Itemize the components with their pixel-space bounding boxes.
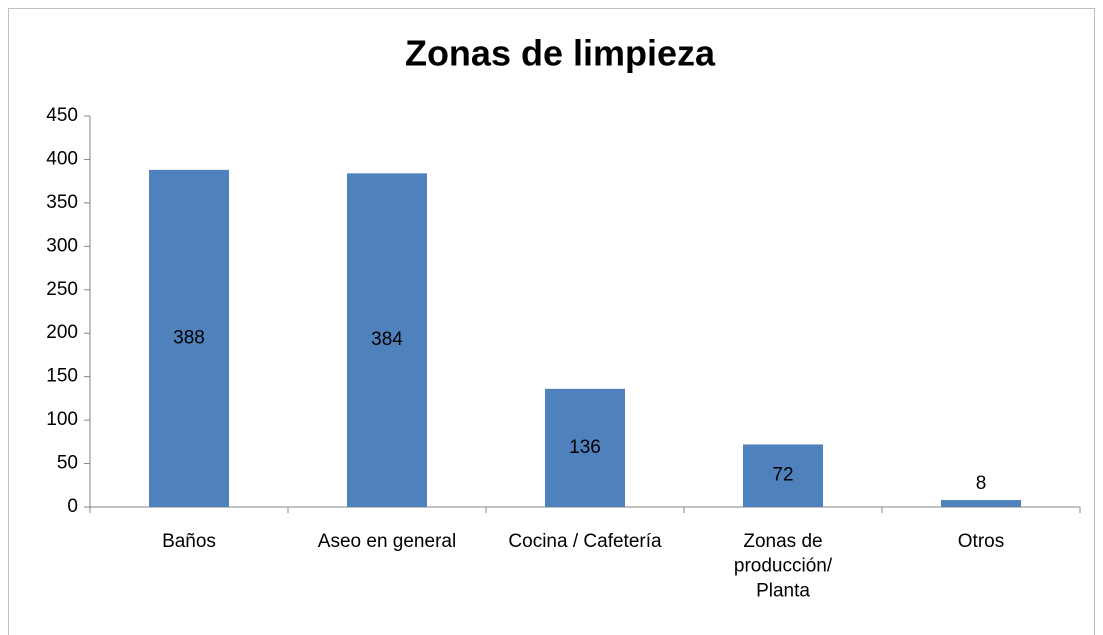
chart-title: Zonas de limpieza — [405, 33, 716, 74]
y-tick-label: 150 — [46, 366, 78, 387]
y-tick-label: 350 — [46, 192, 78, 213]
data-label: 72 — [772, 465, 793, 486]
x-tick-label: Otros — [958, 531, 1004, 552]
data-label: 8 — [976, 473, 987, 494]
y-tick-label: 450 — [46, 105, 78, 126]
y-tick-label: 0 — [67, 496, 78, 517]
x-tick-label: Aseo en general — [318, 531, 456, 552]
x-tick-label: Baños — [162, 531, 216, 552]
x-tick-label: Zonas de producción/Planta — [734, 531, 833, 601]
bar — [347, 173, 427, 507]
data-label: 136 — [569, 437, 601, 458]
bar — [545, 388, 625, 507]
y-tick-label: 400 — [46, 148, 78, 169]
x-tick-label: Cocina / Cafetería — [508, 531, 662, 552]
bar — [941, 500, 1021, 507]
y-tick-label: 200 — [46, 322, 78, 343]
bar — [743, 444, 823, 507]
data-label: 384 — [371, 329, 403, 350]
bar — [149, 169, 229, 508]
data-label: 388 — [173, 327, 205, 348]
y-tick-label: 50 — [57, 453, 78, 474]
y-tick-label: 100 — [46, 409, 78, 430]
y-tick-label: 300 — [46, 235, 78, 256]
y-tick-label: 250 — [46, 279, 78, 300]
